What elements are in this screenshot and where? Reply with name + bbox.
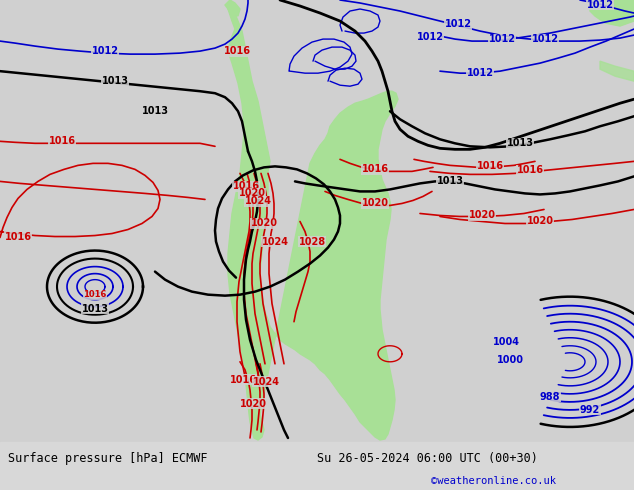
Polygon shape	[600, 61, 634, 81]
Text: 1013: 1013	[82, 304, 108, 314]
Polygon shape	[590, 0, 634, 26]
Text: Su 26-05-2024 06:00 UTC (00+30): Su 26-05-2024 06:00 UTC (00+30)	[317, 452, 538, 465]
Text: 988: 988	[540, 392, 560, 402]
Text: 1020: 1020	[469, 211, 496, 220]
Polygon shape	[228, 0, 398, 440]
Polygon shape	[225, 0, 240, 16]
Text: 1016: 1016	[83, 290, 107, 299]
Text: 1020: 1020	[361, 198, 389, 208]
Text: 1024: 1024	[245, 196, 271, 206]
Text: 1012: 1012	[417, 32, 444, 42]
Text: 1016: 1016	[4, 231, 32, 242]
Text: 992: 992	[580, 405, 600, 415]
Text: 1013: 1013	[507, 138, 533, 148]
Text: 1013: 1013	[141, 106, 169, 116]
Text: 1012: 1012	[467, 68, 493, 78]
Text: ©weatheronline.co.uk: ©weatheronline.co.uk	[431, 476, 556, 486]
Text: 1016: 1016	[361, 164, 389, 174]
Text: 1004: 1004	[493, 337, 519, 347]
Text: 1016: 1016	[48, 136, 75, 147]
Text: 1012: 1012	[91, 46, 119, 56]
Text: 1012: 1012	[444, 19, 472, 29]
Text: 1016: 1016	[233, 181, 259, 192]
Text: 1012: 1012	[489, 34, 515, 44]
Text: 1000: 1000	[496, 355, 524, 365]
Text: Surface pressure [hPa] ECMWF: Surface pressure [hPa] ECMWF	[8, 452, 207, 465]
Text: 1012: 1012	[586, 0, 614, 10]
Text: 1020: 1020	[250, 219, 278, 228]
Text: 1016: 1016	[224, 46, 250, 56]
Text: 1016: 1016	[517, 166, 543, 175]
Text: 1013: 1013	[101, 76, 129, 86]
Text: 1013: 1013	[436, 176, 463, 186]
Text: 1024: 1024	[261, 237, 288, 246]
Text: 1020: 1020	[526, 217, 553, 226]
Text: 1028: 1028	[299, 237, 326, 246]
Text: 1016: 1016	[230, 375, 257, 385]
Text: 1020: 1020	[240, 399, 266, 409]
Text: 1024: 1024	[252, 377, 280, 387]
Text: 1020: 1020	[238, 189, 266, 198]
Text: 1016: 1016	[477, 161, 503, 172]
Text: 1012: 1012	[531, 34, 559, 44]
